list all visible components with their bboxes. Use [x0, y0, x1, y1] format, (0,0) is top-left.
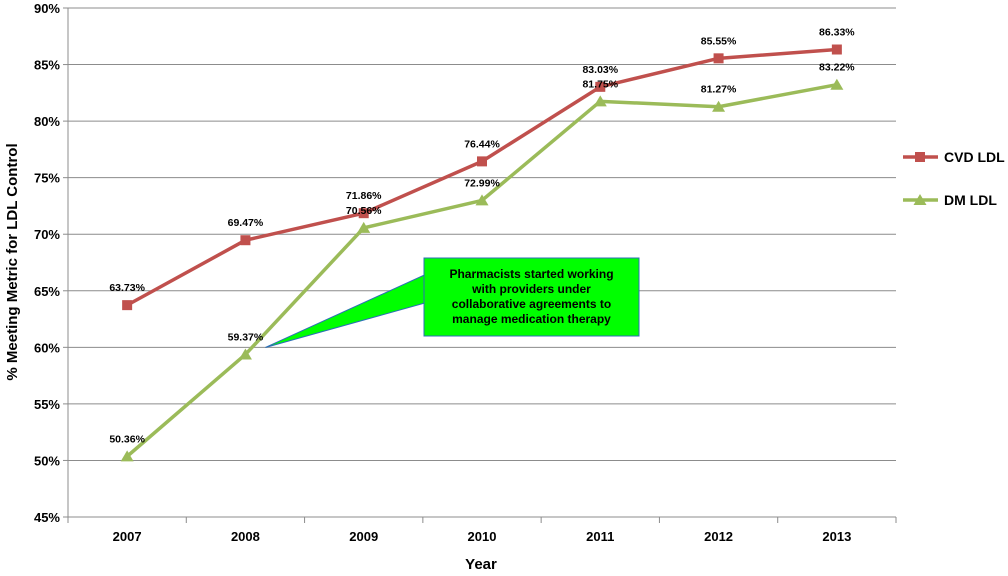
data-label-cvd-ldl: 86.33% — [819, 27, 855, 39]
series-layer — [120, 44, 844, 462]
y-tick-label: 55% — [34, 397, 60, 412]
x-tick-label: 2012 — [704, 529, 733, 544]
data-label-dm-ldl: 72.99% — [464, 177, 500, 189]
data-label-cvd-ldl: 63.73% — [109, 282, 145, 294]
data-label-dm-ldl: 81.75% — [582, 78, 618, 90]
data-point-cvd-ldl — [595, 81, 606, 92]
x-tick-label: 2008 — [231, 529, 260, 544]
x-tick-label: 2010 — [468, 529, 497, 544]
data-point-cvd-ldl — [240, 235, 251, 246]
data-label-cvd-ldl: 76.44% — [464, 138, 500, 150]
data-point-cvd-ldl — [713, 53, 724, 64]
legend-marker-dm-ldl — [913, 194, 927, 205]
data-point-dm-ldl — [238, 348, 252, 360]
data-point-dm-ldl — [712, 100, 726, 112]
y-tick-label: 80% — [34, 114, 60, 129]
x-axis-ticks: 2007 2008 2009 2010 2011 2012 2013 — [67, 517, 897, 544]
legend-marker-cvd-ldl — [915, 152, 925, 162]
y-axis-ticks: 45% 50% 55% 60% 65% 70% 75% 80% 85% 90% — [34, 1, 68, 525]
annotation-callout: Pharmacists started working with provide… — [449, 267, 614, 326]
y-tick-label: 85% — [34, 58, 60, 73]
data-point-dm-ldl — [120, 450, 134, 462]
data-label-dm-ldl: 50.36% — [109, 433, 145, 445]
data-label-dm-ldl: 59.37% — [228, 331, 264, 343]
y-tick-label: 65% — [34, 284, 60, 299]
y-tick-label: 45% — [34, 510, 60, 525]
data-label-cvd-ldl: 83.03% — [582, 64, 618, 76]
x-tick-label: 2007 — [113, 529, 142, 544]
data-labels: 63.73% 69.47% 71.86% 76.44% 83.03% 85.55% 86.3… — [109, 27, 855, 446]
legend-label-dm-ldl: DM LDL — [944, 192, 997, 208]
y-tick-label: 70% — [34, 227, 60, 242]
data-label-dm-ldl: 83.22% — [819, 62, 855, 74]
data-label-dm-ldl: 70.56% — [346, 205, 382, 217]
y-tick-label: 60% — [34, 340, 60, 355]
callout-pointer-wedge — [265, 274, 425, 348]
gridlines — [68, 7, 896, 461]
x-tick-label: 2011 — [586, 529, 614, 544]
data-label-cvd-ldl: 69.47% — [228, 217, 264, 229]
data-point-cvd-ldl — [477, 156, 487, 167]
data-point-dm-ldl — [357, 221, 371, 233]
y-tick-label: 75% — [34, 171, 60, 186]
legend-label-cvd-ldl: CVD LDL — [944, 149, 1005, 165]
y-tick-label: 90% — [34, 1, 60, 16]
x-axis-title: Year — [465, 556, 497, 573]
data-label-cvd-ldl: 85.55% — [701, 35, 737, 47]
axes — [67, 8, 896, 518]
legend: CVD LDL DM LDL — [903, 149, 1005, 208]
data-point-cvd-ldl — [831, 44, 842, 55]
data-point-dm-ldl — [475, 194, 489, 206]
data-point-dm-ldl — [593, 95, 607, 107]
callout-pointer — [265, 257, 640, 348]
callout-box-background — [423, 257, 640, 337]
x-tick-label: 2009 — [349, 529, 378, 544]
data-label-dm-ldl: 81.27% — [701, 84, 737, 96]
y-tick-label: 50% — [34, 453, 60, 468]
data-point-dm-ldl — [830, 78, 844, 90]
data-point-cvd-ldl — [122, 300, 133, 311]
x-tick-label: 2013 — [822, 529, 851, 544]
data-point-cvd-ldl — [358, 208, 369, 219]
data-label-cvd-ldl: 71.86% — [346, 190, 382, 202]
y-axis-title: % Meeting Metric for LDL Control — [4, 143, 21, 380]
